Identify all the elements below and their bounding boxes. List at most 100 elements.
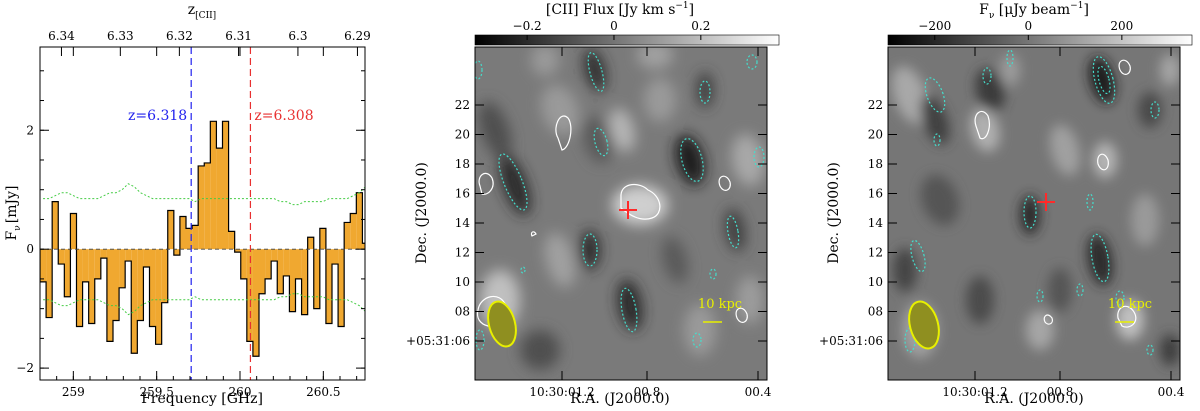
spectrum-bar: [58, 249, 65, 265]
spectrum-bar: [113, 249, 120, 321]
colorbar-tick-label: 0.2: [691, 19, 710, 33]
dec-tick-label: 22: [868, 98, 883, 112]
cii-map-image: 10 kpc: [475, 47, 767, 380]
continuum-map-image: 10 kpc: [888, 47, 1180, 380]
spectrum-bar: [222, 121, 229, 250]
spectrum-bar: [228, 231, 235, 250]
spectrum-bar: [88, 249, 95, 324]
spectrum-bar: [301, 249, 308, 315]
spectrum-bar: [295, 249, 302, 279]
spectrum-step-outline: [40, 120, 365, 357]
spectrum-bar: [234, 249, 241, 253]
top-tick-label: 6.31: [225, 29, 252, 43]
dec-tick-label: 10: [455, 275, 470, 289]
x-tick-label: 260: [229, 385, 252, 399]
ra-tick-label: 10:30:01.2: [529, 385, 594, 399]
ra-tick-label: 10:30:01.2: [942, 385, 1007, 399]
dec-tick-label: +05:31:06: [406, 334, 470, 348]
colorbar-tick-label: 0: [610, 19, 618, 33]
continuum-x-axis-label: R.A. (J2000.0): [984, 391, 1084, 407]
top-tick-label: 6.3: [288, 29, 307, 43]
spectrum-bar: [338, 249, 345, 327]
spectrum-bar: [192, 225, 199, 250]
scale-bar-label: 10 kpc: [698, 297, 742, 312]
spectrum-bar: [277, 249, 284, 294]
spectrum-bar: [271, 249, 278, 262]
target-marker: [619, 201, 637, 219]
spectrum-bar: [375, 234, 381, 249]
dec-tick-label: 20: [868, 128, 883, 142]
cii-y-axis-label: Dec. (J2000.0): [414, 162, 430, 264]
spectrum-bar: [64, 249, 71, 297]
continuum-map-ticks: +05:31:06 08 10 12 14 16 18 20 22 10:30:01.2 00.8 0…: [819, 19, 1185, 399]
spectrum-bar: [325, 249, 332, 324]
spectrum-bar: [119, 249, 126, 288]
dec-tick-label: 08: [455, 305, 470, 319]
colorbar-tick-label: 0: [1024, 19, 1032, 33]
x-tick-label: 259: [62, 385, 85, 399]
continuum-y-axis-label: Dec. (J2000.0): [826, 162, 842, 264]
cii-map-panel: 10 kpc +05:31:06 08 10 12 14 16 18 20 22 10:30:01…: [406, 1, 780, 407]
spectrum-bar: [381, 225, 387, 249]
spectrum-panel: z=6.318 z=6.308 259 259.5 260 260.5 −2 0 2 6.34 6…: [4, 2, 411, 407]
spectrum-bar: [265, 249, 272, 279]
spectrum-bar: [173, 249, 180, 256]
spectrum-bar: [350, 213, 357, 250]
spectrum-bar: [40, 249, 47, 282]
ra-tick-label: 00.8: [634, 385, 661, 399]
spectrum-bar: [332, 249, 339, 265]
redshift-markers: z=6.318 z=6.308: [128, 47, 314, 380]
dec-tick-label: 14: [455, 216, 471, 230]
continuum-map-frame: [887, 46, 1181, 381]
spectrum-bar: [283, 249, 290, 276]
spectrum-bar: [313, 249, 320, 309]
noise-curve-lower: [43, 293, 365, 316]
dec-tick-label: 18: [868, 157, 883, 171]
spectrum-bar: [387, 208, 393, 250]
spectrum-bar: [52, 201, 59, 250]
cii-colorbar-label: [CII] Flux [Jy km s−1]: [546, 1, 694, 18]
dec-tick-label: 16: [455, 187, 470, 201]
spectrum-bar: [344, 222, 351, 250]
spectrum-bar: [106, 249, 113, 342]
spectrum-bars: [40, 120, 411, 357]
spectrum-x-axis-label: Frequency [GHz]: [141, 391, 263, 407]
spectrum-bar: [143, 249, 150, 268]
spectrum-bar: [167, 210, 174, 250]
cii-map-frame: [474, 46, 768, 381]
beam-ellipse: [487, 300, 517, 348]
spectrum-bar: [399, 219, 405, 249]
spectrum-bar: [259, 249, 266, 294]
dec-tick-label: 14: [868, 216, 884, 230]
spectrum-bar: [252, 249, 259, 357]
spectrum-bar: [155, 249, 162, 345]
spectrum-bar: [94, 249, 101, 279]
x-tick-label: 259.5: [139, 385, 173, 399]
dec-tick-label: 20: [455, 128, 470, 142]
spectrum-bar: [405, 219, 411, 249]
dec-tick-label: 12: [455, 246, 470, 260]
colorbar-tick-label: −0.2: [513, 19, 542, 33]
cii-source-contour: [620, 184, 661, 220]
top-tick-label: 6.29: [344, 29, 371, 43]
ra-tick-label: 00.8: [1047, 385, 1074, 399]
redshift-label: z=6.308: [254, 108, 313, 124]
continuum-map-panel: 10 kpc +05:31:06 08 10 12 14 16 18 20 22 10:30:01…: [819, 1, 1193, 407]
cii-x-axis-label: R.A. (J2000.0): [570, 391, 670, 407]
x-tick-label: 260.5: [306, 385, 340, 399]
beam-ellipse-2: [908, 300, 940, 350]
spectrum-bar: [289, 249, 296, 312]
spectrum-bar: [100, 249, 107, 259]
spectrum-frame: [39, 46, 366, 381]
ra-tick-label: 00.4: [1158, 385, 1185, 399]
spectrum-ticks: 259 259.5 260 260.5 −2 0 2 6.34 6.33 6.32 6.31 6.3 6…: [16, 29, 371, 399]
spectrum-bar: [70, 213, 77, 250]
y-tick-label: −2: [16, 361, 34, 375]
spectrum-top-axis-label: z[CII]: [188, 2, 216, 21]
spectrum-bar: [240, 249, 247, 279]
spectrum-bar: [82, 249, 89, 282]
ra-tick-label: 00.4: [745, 385, 772, 399]
spectrum-bar: [149, 249, 156, 327]
y-tick-label: 0: [26, 242, 34, 256]
